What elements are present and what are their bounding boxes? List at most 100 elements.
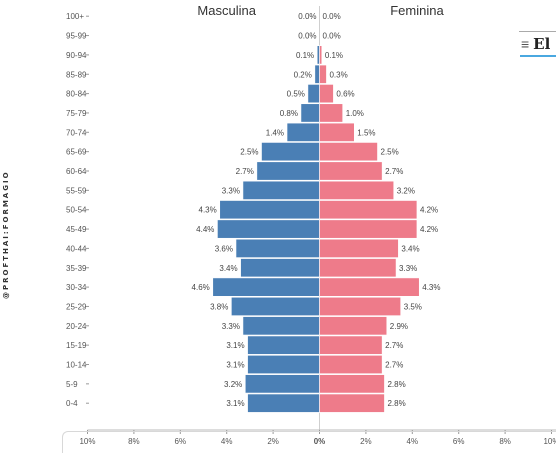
bar-feminina bbox=[319, 103, 344, 123]
menu-rule-top bbox=[519, 31, 556, 32]
age-label: 90-94 bbox=[66, 51, 87, 60]
value-label-feminina: 0.0% bbox=[323, 12, 341, 21]
age-label: 55-59 bbox=[66, 186, 87, 195]
bar-feminina bbox=[319, 84, 334, 104]
bar-feminina bbox=[319, 374, 385, 394]
value-label-feminina: 2.7% bbox=[385, 341, 403, 350]
x-tick-label: 10% bbox=[543, 437, 556, 446]
value-label-feminina: 2.7% bbox=[385, 361, 403, 370]
value-label-masculina: 2.5% bbox=[240, 148, 258, 157]
bar-masculina bbox=[217, 219, 320, 239]
bar-masculina bbox=[256, 161, 320, 181]
age-label: 40-44 bbox=[66, 244, 87, 253]
bar-masculina bbox=[314, 64, 320, 84]
menu-text: El bbox=[533, 35, 551, 53]
value-label-feminina: 1.5% bbox=[357, 128, 375, 137]
bar-masculina bbox=[300, 103, 320, 123]
value-label-feminina: 3.3% bbox=[399, 264, 417, 273]
bar-masculina bbox=[231, 296, 320, 316]
bar-feminina bbox=[319, 258, 397, 278]
bar-masculina bbox=[242, 316, 320, 336]
age-label: 30-34 bbox=[66, 283, 87, 292]
value-label-masculina: 2.7% bbox=[236, 167, 254, 176]
value-label-masculina: 0.0% bbox=[298, 12, 316, 21]
bar-masculina bbox=[307, 84, 320, 104]
age-label: 65-69 bbox=[66, 148, 87, 157]
value-label-masculina: 0.0% bbox=[298, 32, 316, 41]
age-label: 20-24 bbox=[66, 322, 87, 331]
value-label-feminina: 2.8% bbox=[387, 380, 405, 389]
bar-feminina bbox=[319, 316, 388, 336]
menu-rule-bottom bbox=[520, 55, 556, 57]
age-label: 45-49 bbox=[66, 225, 87, 234]
value-label-masculina: 4.3% bbox=[199, 206, 217, 215]
x-tick-label: 6% bbox=[453, 437, 465, 446]
value-label-feminina: 0.6% bbox=[336, 90, 354, 99]
bar-feminina bbox=[319, 238, 399, 258]
age-label: 0-4 bbox=[66, 399, 78, 408]
value-label-feminina: 4.2% bbox=[420, 206, 438, 215]
x-tick-label: 4% bbox=[221, 437, 233, 446]
bottom-frame bbox=[62, 431, 556, 453]
value-label-masculina: 0.1% bbox=[296, 51, 314, 60]
x-tick-label: 8% bbox=[128, 437, 140, 446]
value-label-feminina: 4.2% bbox=[420, 225, 438, 234]
value-label-feminina: 3.2% bbox=[397, 186, 415, 195]
value-label-masculina: 3.2% bbox=[224, 380, 242, 389]
bar-feminina bbox=[319, 161, 383, 181]
value-label-masculina: 0.5% bbox=[287, 90, 305, 99]
bar-masculina bbox=[242, 180, 320, 200]
age-label: 35-39 bbox=[66, 264, 87, 273]
bar-masculina bbox=[240, 258, 320, 278]
bar-feminina bbox=[319, 122, 355, 142]
bar-feminina bbox=[319, 64, 327, 84]
age-label: 60-64 bbox=[66, 167, 87, 176]
age-label: 75-79 bbox=[66, 109, 87, 118]
age-label: 10-14 bbox=[66, 361, 87, 370]
bar-feminina bbox=[319, 296, 401, 316]
value-label-masculina: 3.1% bbox=[226, 361, 244, 370]
legend-masculina: Masculina bbox=[197, 3, 256, 18]
x-tick-label: 2% bbox=[267, 437, 279, 446]
age-label: 100+ bbox=[66, 12, 84, 21]
bar-masculina bbox=[244, 374, 320, 394]
bar-masculina bbox=[247, 354, 320, 374]
age-label: 50-54 bbox=[66, 206, 87, 215]
age-label: 15-19 bbox=[66, 341, 87, 350]
value-label-feminina: 2.9% bbox=[390, 322, 408, 331]
bar-masculina bbox=[286, 122, 320, 142]
value-label-feminina: 0.0% bbox=[323, 32, 341, 41]
value-label-feminina: 2.5% bbox=[381, 148, 399, 157]
x-tick-label: 0% bbox=[314, 437, 326, 446]
menu-icon[interactable]: ≡ bbox=[521, 36, 530, 52]
bar-feminina bbox=[319, 142, 378, 162]
bar-feminina bbox=[319, 219, 418, 239]
value-label-masculina: 3.1% bbox=[226, 399, 244, 408]
menu-widget[interactable]: ≡ El bbox=[521, 33, 556, 55]
age-label: 80-84 bbox=[66, 90, 87, 99]
value-label-masculina: 3.6% bbox=[215, 244, 233, 253]
value-label-masculina: 3.3% bbox=[222, 186, 240, 195]
value-label-masculina: 1.4% bbox=[266, 128, 284, 137]
value-label-feminina: 4.3% bbox=[422, 283, 440, 292]
value-label-feminina: 2.7% bbox=[385, 167, 403, 176]
bar-feminina bbox=[319, 354, 383, 374]
value-label-masculina: 4.6% bbox=[192, 283, 210, 292]
x-tick-label: 4% bbox=[407, 437, 419, 446]
value-label-feminina: 0.1% bbox=[325, 51, 343, 60]
value-label-masculina: 3.3% bbox=[222, 322, 240, 331]
bar-feminina bbox=[319, 277, 420, 297]
value-label-masculina: 4.4% bbox=[196, 225, 214, 234]
bar-masculina bbox=[247, 393, 320, 413]
x-tick-label: 10% bbox=[79, 437, 95, 446]
bar-masculina bbox=[235, 238, 320, 258]
bar-feminina bbox=[319, 335, 383, 355]
bar-feminina bbox=[319, 180, 395, 200]
x-tick-label: 6% bbox=[175, 437, 187, 446]
age-label: 70-74 bbox=[66, 128, 87, 137]
value-label-feminina: 3.5% bbox=[404, 302, 422, 311]
bar-masculina bbox=[212, 277, 320, 297]
value-label-masculina: 3.8% bbox=[210, 302, 228, 311]
age-label: 95-99 bbox=[66, 32, 87, 41]
value-label-masculina: 3.4% bbox=[219, 264, 237, 273]
